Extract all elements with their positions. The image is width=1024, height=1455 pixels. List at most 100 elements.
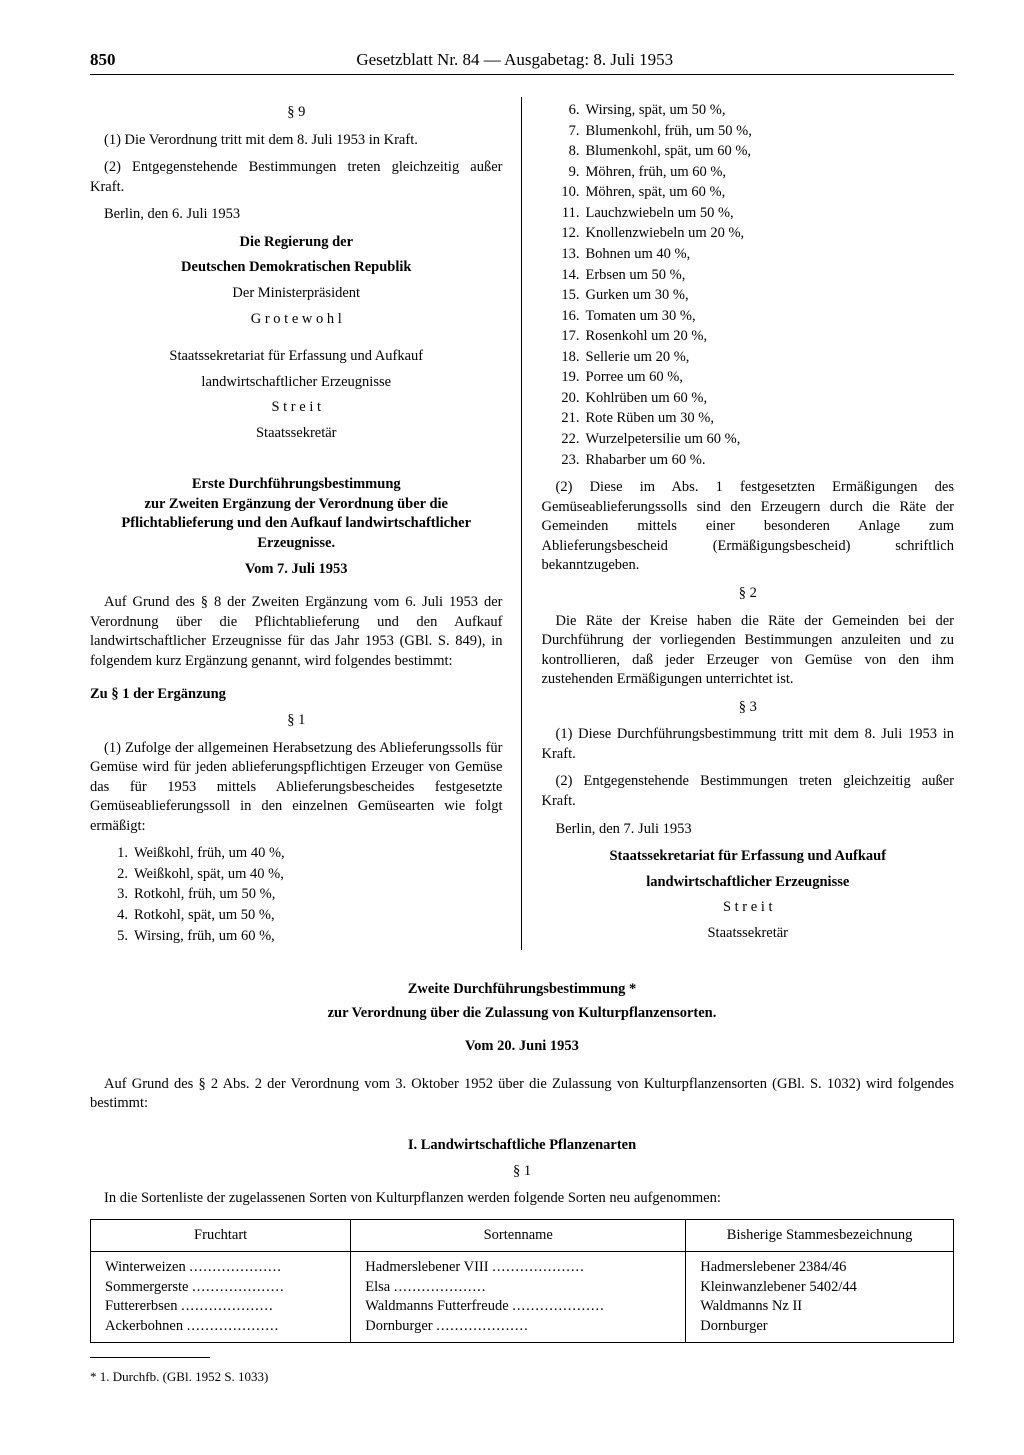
- zu-s1-heading: Zu § 1 der Ergänzung: [90, 685, 503, 705]
- cell-line: Ackerbohnen ....................: [105, 1317, 336, 1337]
- sec-line-1: Staatssekretariat für Erfassung und Aufk…: [90, 347, 503, 367]
- cell-line: Winterweizen ....................: [105, 1258, 336, 1278]
- section-9-label: § 9: [90, 103, 503, 123]
- list-num: 23.: [554, 451, 586, 471]
- list-item: 6.Wirsing, spät, um 50 %,: [554, 101, 955, 121]
- list-num: 17.: [554, 327, 586, 347]
- list-item: 22.Wurzelpetersilie um 60 %,: [554, 430, 955, 450]
- list-num: 2.: [102, 865, 134, 885]
- list-text: Blumenkohl, früh, um 50 %,: [586, 122, 955, 142]
- list-num: 11.: [554, 204, 586, 224]
- list-text: Rosenkohl um 20 %,: [586, 327, 955, 347]
- list-num: 13.: [554, 245, 586, 265]
- cell-line: Dornburger ....................: [365, 1317, 671, 1337]
- s9-para-1: (1) Die Verordnung tritt mit dem 8. Juli…: [90, 131, 503, 151]
- gov-line-1: Die Regierung der: [90, 233, 503, 253]
- s1-para-1: (1) Zufolge der allgemeinen Herabsetzung…: [90, 739, 503, 837]
- list-item: 10.Möhren, spät, um 60 %,: [554, 183, 955, 203]
- sec-name-right: S t r e i t: [542, 898, 955, 918]
- ordinance-title-1: Erste Durchführungsbestimmung: [90, 475, 503, 495]
- bottom-s1-text: In die Sortenliste der zugelassenen Sort…: [90, 1189, 954, 1209]
- list-num: 22.: [554, 430, 586, 450]
- sec-line-2-right: landwirtschaftlicher Erzeugnisse: [542, 873, 955, 893]
- cell-line: Waldmanns Nz II: [700, 1297, 939, 1317]
- list-item: 1.Weißkohl, früh, um 40 %,: [102, 844, 503, 864]
- ordinance-title-2: zur Zweiten Ergänzung der Verordnung übe…: [90, 495, 503, 554]
- list-text: Wirsing, früh, um 60 %,: [134, 927, 503, 947]
- two-column-layout: § 9 (1) Die Verordnung tritt mit dem 8. …: [90, 97, 954, 950]
- list-item: 23.Rhabarber um 60 %.: [554, 451, 955, 471]
- list-num: 8.: [554, 142, 586, 162]
- table-cell: Hadmerslebener VIII ....................…: [351, 1252, 686, 1343]
- footnote-rule: [90, 1357, 210, 1358]
- list-item: 18.Sellerie um 20 %,: [554, 348, 955, 368]
- bottom-s1-label: § 1: [90, 1162, 954, 1182]
- list-item: 20.Kohlrüben um 60 %,: [554, 389, 955, 409]
- list-item: 7.Blumenkohl, früh, um 50 %,: [554, 122, 955, 142]
- s3-para-2: (2) Entgegenstehende Bestimmungen treten…: [542, 772, 955, 811]
- list-num: 21.: [554, 409, 586, 429]
- date-2: Vom 20. Juni 1953: [90, 1037, 954, 1057]
- sec-line-2: landwirtschaftlicher Erzeugnisse: [90, 373, 503, 393]
- list-text: Erbsen um 50 %,: [586, 266, 955, 286]
- s3-label: § 3: [542, 698, 955, 718]
- list-num: 20.: [554, 389, 586, 409]
- subtitle-2: zur Verordnung über die Zulassung von Ku…: [90, 1004, 954, 1024]
- list-text: Rotkohl, früh, um 50 %,: [134, 885, 503, 905]
- title-2: Zweite Durchführungsbestimmung *: [90, 980, 954, 1000]
- list-num: 15.: [554, 286, 586, 306]
- left-column: § 9 (1) Die Verordnung tritt mit dem 8. …: [90, 97, 522, 950]
- list-item: 3.Rotkohl, früh, um 50 %,: [102, 885, 503, 905]
- list-num: 3.: [102, 885, 134, 905]
- vegetable-list-left: 1.Weißkohl, früh, um 40 %,2.Weißkohl, sp…: [102, 844, 503, 946]
- list-item: 21.Rote Rüben um 30 %,: [554, 409, 955, 429]
- cell-line: Dornburger: [700, 1317, 939, 1337]
- list-text: Weißkohl, spät, um 40 %,: [134, 865, 503, 885]
- ordinance-date: Vom 7. Juli 1953: [90, 560, 503, 580]
- cell-line: Hadmerslebener 2384/46: [700, 1258, 939, 1278]
- cell-line: Elsa ....................: [365, 1278, 671, 1298]
- list-text: Porree um 60 %,: [586, 368, 955, 388]
- list-text: Sellerie um 20 %,: [586, 348, 955, 368]
- list-text: Tomaten um 30 %,: [586, 307, 955, 327]
- list-num: 10.: [554, 183, 586, 203]
- right-column: 6.Wirsing, spät, um 50 %,7.Blumenkohl, f…: [542, 97, 955, 950]
- cell-line: Kleinwanzlebener 5402/44: [700, 1278, 939, 1298]
- list-item: 9.Möhren, früh, um 60 %,: [554, 163, 955, 183]
- list-text: Rotkohl, spät, um 50 %,: [134, 906, 503, 926]
- list-num: 4.: [102, 906, 134, 926]
- cell-line: Futtererbsen ....................: [105, 1297, 336, 1317]
- list-num: 16.: [554, 307, 586, 327]
- list-text: Möhren, spät, um 60 %,: [586, 183, 955, 203]
- list-num: 1.: [102, 844, 134, 864]
- bottom-section: Zweite Durchführungsbestimmung * zur Ver…: [90, 980, 954, 1386]
- header-title: Gesetzblatt Nr. 84 — Ausgabetag: 8. Juli…: [116, 50, 915, 70]
- footnote: * 1. Durchfb. (GBl. 1952 S. 1033): [90, 1368, 954, 1386]
- sorten-table: Fruchtart Sortenname Bisherige Stammesbe…: [90, 1219, 954, 1344]
- list-text: Rhabarber um 60 %.: [586, 451, 955, 471]
- list-text: Blumenkohl, spät, um 60 %,: [586, 142, 955, 162]
- list-item: 12.Knollenzwiebeln um 20 %,: [554, 224, 955, 244]
- place-date-right: Berlin, den 7. Juli 1953: [542, 820, 955, 840]
- list-item: 17.Rosenkohl um 20 %,: [554, 327, 955, 347]
- th-stammes: Bisherige Stammesbezeichnung: [686, 1219, 954, 1252]
- list-item: 2.Weißkohl, spät, um 40 %,: [102, 865, 503, 885]
- place-date-left: Berlin, den 6. Juli 1953: [90, 205, 503, 225]
- list-item: 15.Gurken um 30 %,: [554, 286, 955, 306]
- table-header-row: Fruchtart Sortenname Bisherige Stammesbe…: [91, 1219, 954, 1252]
- section-I: I. Landwirtschaftliche Pflanzenarten: [90, 1136, 954, 1156]
- list-num: 18.: [554, 348, 586, 368]
- list-num: 5.: [102, 927, 134, 947]
- sec-name: S t r e i t: [90, 398, 503, 418]
- ordinance-intro: Auf Grund des § 8 der Zweiten Ergänzung …: [90, 593, 503, 671]
- list-text: Bohnen um 40 %,: [586, 245, 955, 265]
- list-num: 6.: [554, 101, 586, 121]
- sec-line-1-right: Staatssekretariat für Erfassung und Aufk…: [542, 847, 955, 867]
- pm-name: G r o t e w o h l: [90, 310, 503, 330]
- list-num: 19.: [554, 368, 586, 388]
- page-header: 850 Gesetzblatt Nr. 84 — Ausgabetag: 8. …: [90, 50, 954, 75]
- list-num: 9.: [554, 163, 586, 183]
- th-fruchtart: Fruchtart: [91, 1219, 351, 1252]
- vegetable-list-right: 6.Wirsing, spät, um 50 %,7.Blumenkohl, f…: [554, 101, 955, 470]
- list-text: Möhren, früh, um 60 %,: [586, 163, 955, 183]
